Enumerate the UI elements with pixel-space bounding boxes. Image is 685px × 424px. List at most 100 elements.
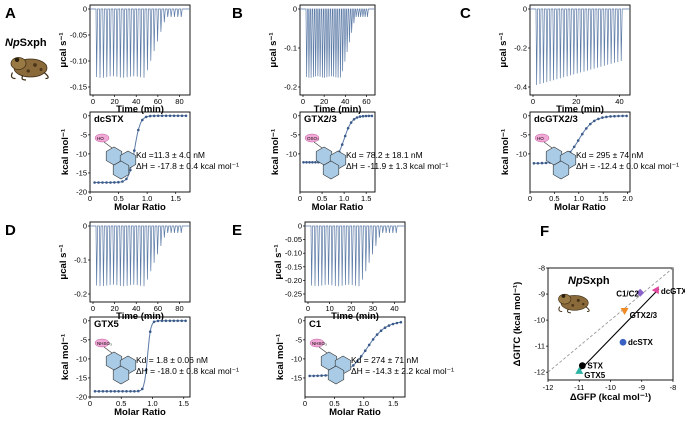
thermo-xtick-A: 80 bbox=[175, 97, 183, 106]
thermo-ytick-A: -0.10 bbox=[70, 57, 87, 66]
panel-letter-A: A bbox=[5, 5, 16, 22]
thermogram-B: 0 20 40 60 0 -0.1 -0.2 Time (min) μcal s⁻¹ bbox=[268, 5, 376, 115]
thermo-xtick-C: 40 bbox=[615, 97, 623, 106]
thermo-ytick-C: 0 bbox=[523, 5, 527, 14]
isotherm-point-D bbox=[168, 319, 172, 323]
iso-xtick-D: 0 bbox=[88, 399, 92, 408]
fit-line bbox=[578, 288, 660, 372]
isotherm-point-E bbox=[316, 374, 319, 378]
isotherm-point-A bbox=[148, 114, 152, 118]
isotherm-point-C bbox=[589, 122, 592, 126]
thermo-ylabel-D: μcal s⁻¹ bbox=[58, 244, 69, 279]
iso-ytick-C: -10 bbox=[516, 149, 527, 158]
thermo-ylabel-A: μcal s⁻¹ bbox=[58, 32, 69, 67]
iso-ytick-B: 0 bbox=[293, 111, 297, 120]
iso-xlabel-B: Molar Ratio bbox=[312, 202, 364, 213]
iso-xtick-B: 0 bbox=[298, 194, 302, 203]
scatter-xtick: -10 bbox=[605, 383, 616, 392]
iso-xtick-C: 1.0 bbox=[574, 194, 584, 203]
isotherm-point-A bbox=[160, 114, 164, 118]
isotherm-point-D bbox=[141, 387, 144, 391]
iso-xtick-E: 0.5 bbox=[329, 399, 339, 408]
isotherm-point-C bbox=[609, 115, 612, 118]
iso-ytick-A: -10 bbox=[76, 149, 87, 158]
iso-xtick-A: 0.5 bbox=[113, 194, 123, 203]
isotherm-point-E bbox=[320, 374, 323, 377]
thermogram-trace-E bbox=[305, 225, 405, 287]
thermo-ylabel-E: μcal s⁻¹ bbox=[273, 244, 284, 279]
isotherm-point-E bbox=[363, 349, 367, 353]
iso-ytick-A: -20 bbox=[76, 188, 87, 197]
isotherm-point-D bbox=[176, 319, 179, 323]
kd-value-D: Kd = 1.8 ± 0.06 nM bbox=[136, 355, 208, 365]
isotherm-point-A bbox=[141, 118, 144, 122]
isotherm-point-D bbox=[113, 390, 116, 393]
isotherm-point-D bbox=[109, 390, 113, 393]
molecule-group-label: HO bbox=[97, 136, 104, 141]
isotherm-point-B bbox=[308, 161, 311, 164]
iso-ytick-A: 0 bbox=[83, 111, 87, 120]
toxin-structure-D: NHSO₃ bbox=[94, 338, 137, 385]
isotherm-A: 0 0.5 1.0 1.5 0 -5 -10 -15 -20 Molar Ratio kcal mo… bbox=[60, 111, 239, 213]
thermogram-E: 0 10 20 30 40 0 -0.05 -0.10 -0.15 -0.20 -0.25 Time … bbox=[273, 222, 406, 322]
iso-xtick-B: 1.5 bbox=[361, 194, 371, 203]
thermogram-trace-A bbox=[90, 8, 190, 78]
isotherm-point-A bbox=[133, 149, 136, 152]
isotherm-point-B bbox=[343, 134, 347, 138]
molecule-group-label: NHSO₃ bbox=[312, 341, 327, 346]
isotherm-point-B bbox=[361, 114, 365, 118]
isotherm-point-C bbox=[597, 117, 600, 121]
panel-letter-B: B bbox=[232, 5, 243, 22]
isotherm-point-C bbox=[581, 132, 584, 136]
compound-name-B: GTX2/3 bbox=[304, 114, 337, 125]
iso-xlabel-A: Molar Ratio bbox=[114, 202, 166, 213]
kd-value-A: Kd =11.3 ± 4.0 nM bbox=[136, 150, 205, 160]
iso-ytick-C: -5 bbox=[520, 130, 527, 139]
isotherm-point-A bbox=[168, 114, 172, 118]
isotherm-point-A bbox=[184, 114, 188, 118]
iso-ytick-D: 0 bbox=[83, 316, 87, 325]
thermogram-D: 0 20 40 60 80 0 -0.1 -0.2 Time (min) μcal s⁻¹ bbox=[58, 222, 191, 322]
isotherm-point-D bbox=[148, 330, 152, 334]
iso-ytick-E: 0 bbox=[298, 316, 302, 325]
isotherm-point-C bbox=[532, 162, 536, 165]
isotherm-point-B bbox=[314, 161, 317, 164]
isotherm-point-B bbox=[358, 115, 362, 118]
isotherm-point-A bbox=[93, 181, 96, 184]
isotherm-point-C bbox=[617, 114, 620, 118]
panel-letter-C: C bbox=[460, 5, 471, 22]
dh-value-E: ΔH = -14.3 ± 2.2 kcal mol⁻¹ bbox=[351, 366, 454, 376]
dh-value-A: ΔH = -17.8 ± 0.4 kcal mol⁻¹ bbox=[136, 161, 239, 171]
iso-ytick-B: -10 bbox=[286, 149, 297, 158]
iso-ylabel-C: kcal mol⁻¹ bbox=[500, 129, 511, 175]
isotherm-point-A bbox=[109, 181, 112, 184]
scatter-title: NpSxph bbox=[568, 275, 610, 287]
isotherm-point-D bbox=[121, 390, 124, 393]
isotherm-point-B bbox=[302, 161, 305, 164]
point-dcstx bbox=[619, 338, 627, 346]
isotherm-point-E bbox=[312, 374, 316, 378]
isotherm-point-C bbox=[576, 139, 580, 142]
scatter-ytick: -8 bbox=[538, 264, 545, 273]
isotherm-point-C bbox=[593, 119, 596, 123]
scatter-xtick: -12 bbox=[543, 383, 554, 392]
iso-ylabel-D: kcal mol⁻¹ bbox=[60, 334, 71, 380]
isotherm-point-D bbox=[105, 390, 109, 393]
isotherm-point-D bbox=[117, 390, 120, 393]
isotherm-point-D bbox=[160, 319, 164, 323]
iso-xlabel-E: Molar Ratio bbox=[329, 407, 381, 418]
isotherm-point-D bbox=[152, 320, 156, 324]
iso-xtick-A: 1.5 bbox=[170, 194, 180, 203]
iso-ytick-D: -15 bbox=[76, 373, 87, 382]
frog-illustration-top bbox=[10, 57, 49, 81]
isotherm-point-C bbox=[540, 161, 544, 165]
isotherm-point-A bbox=[113, 181, 116, 184]
isotherm-point-D bbox=[101, 390, 105, 393]
point-gtx5 bbox=[575, 366, 584, 374]
point-c1-c2-label: C1/C2 bbox=[616, 290, 639, 299]
thermo-ytick-C: -0.2 bbox=[514, 44, 527, 53]
isotherm-point-A bbox=[121, 180, 124, 183]
isotherm-point-B bbox=[305, 161, 308, 164]
isotherm-point-D bbox=[133, 390, 136, 393]
thermo-xtick-A: 0 bbox=[91, 97, 95, 106]
